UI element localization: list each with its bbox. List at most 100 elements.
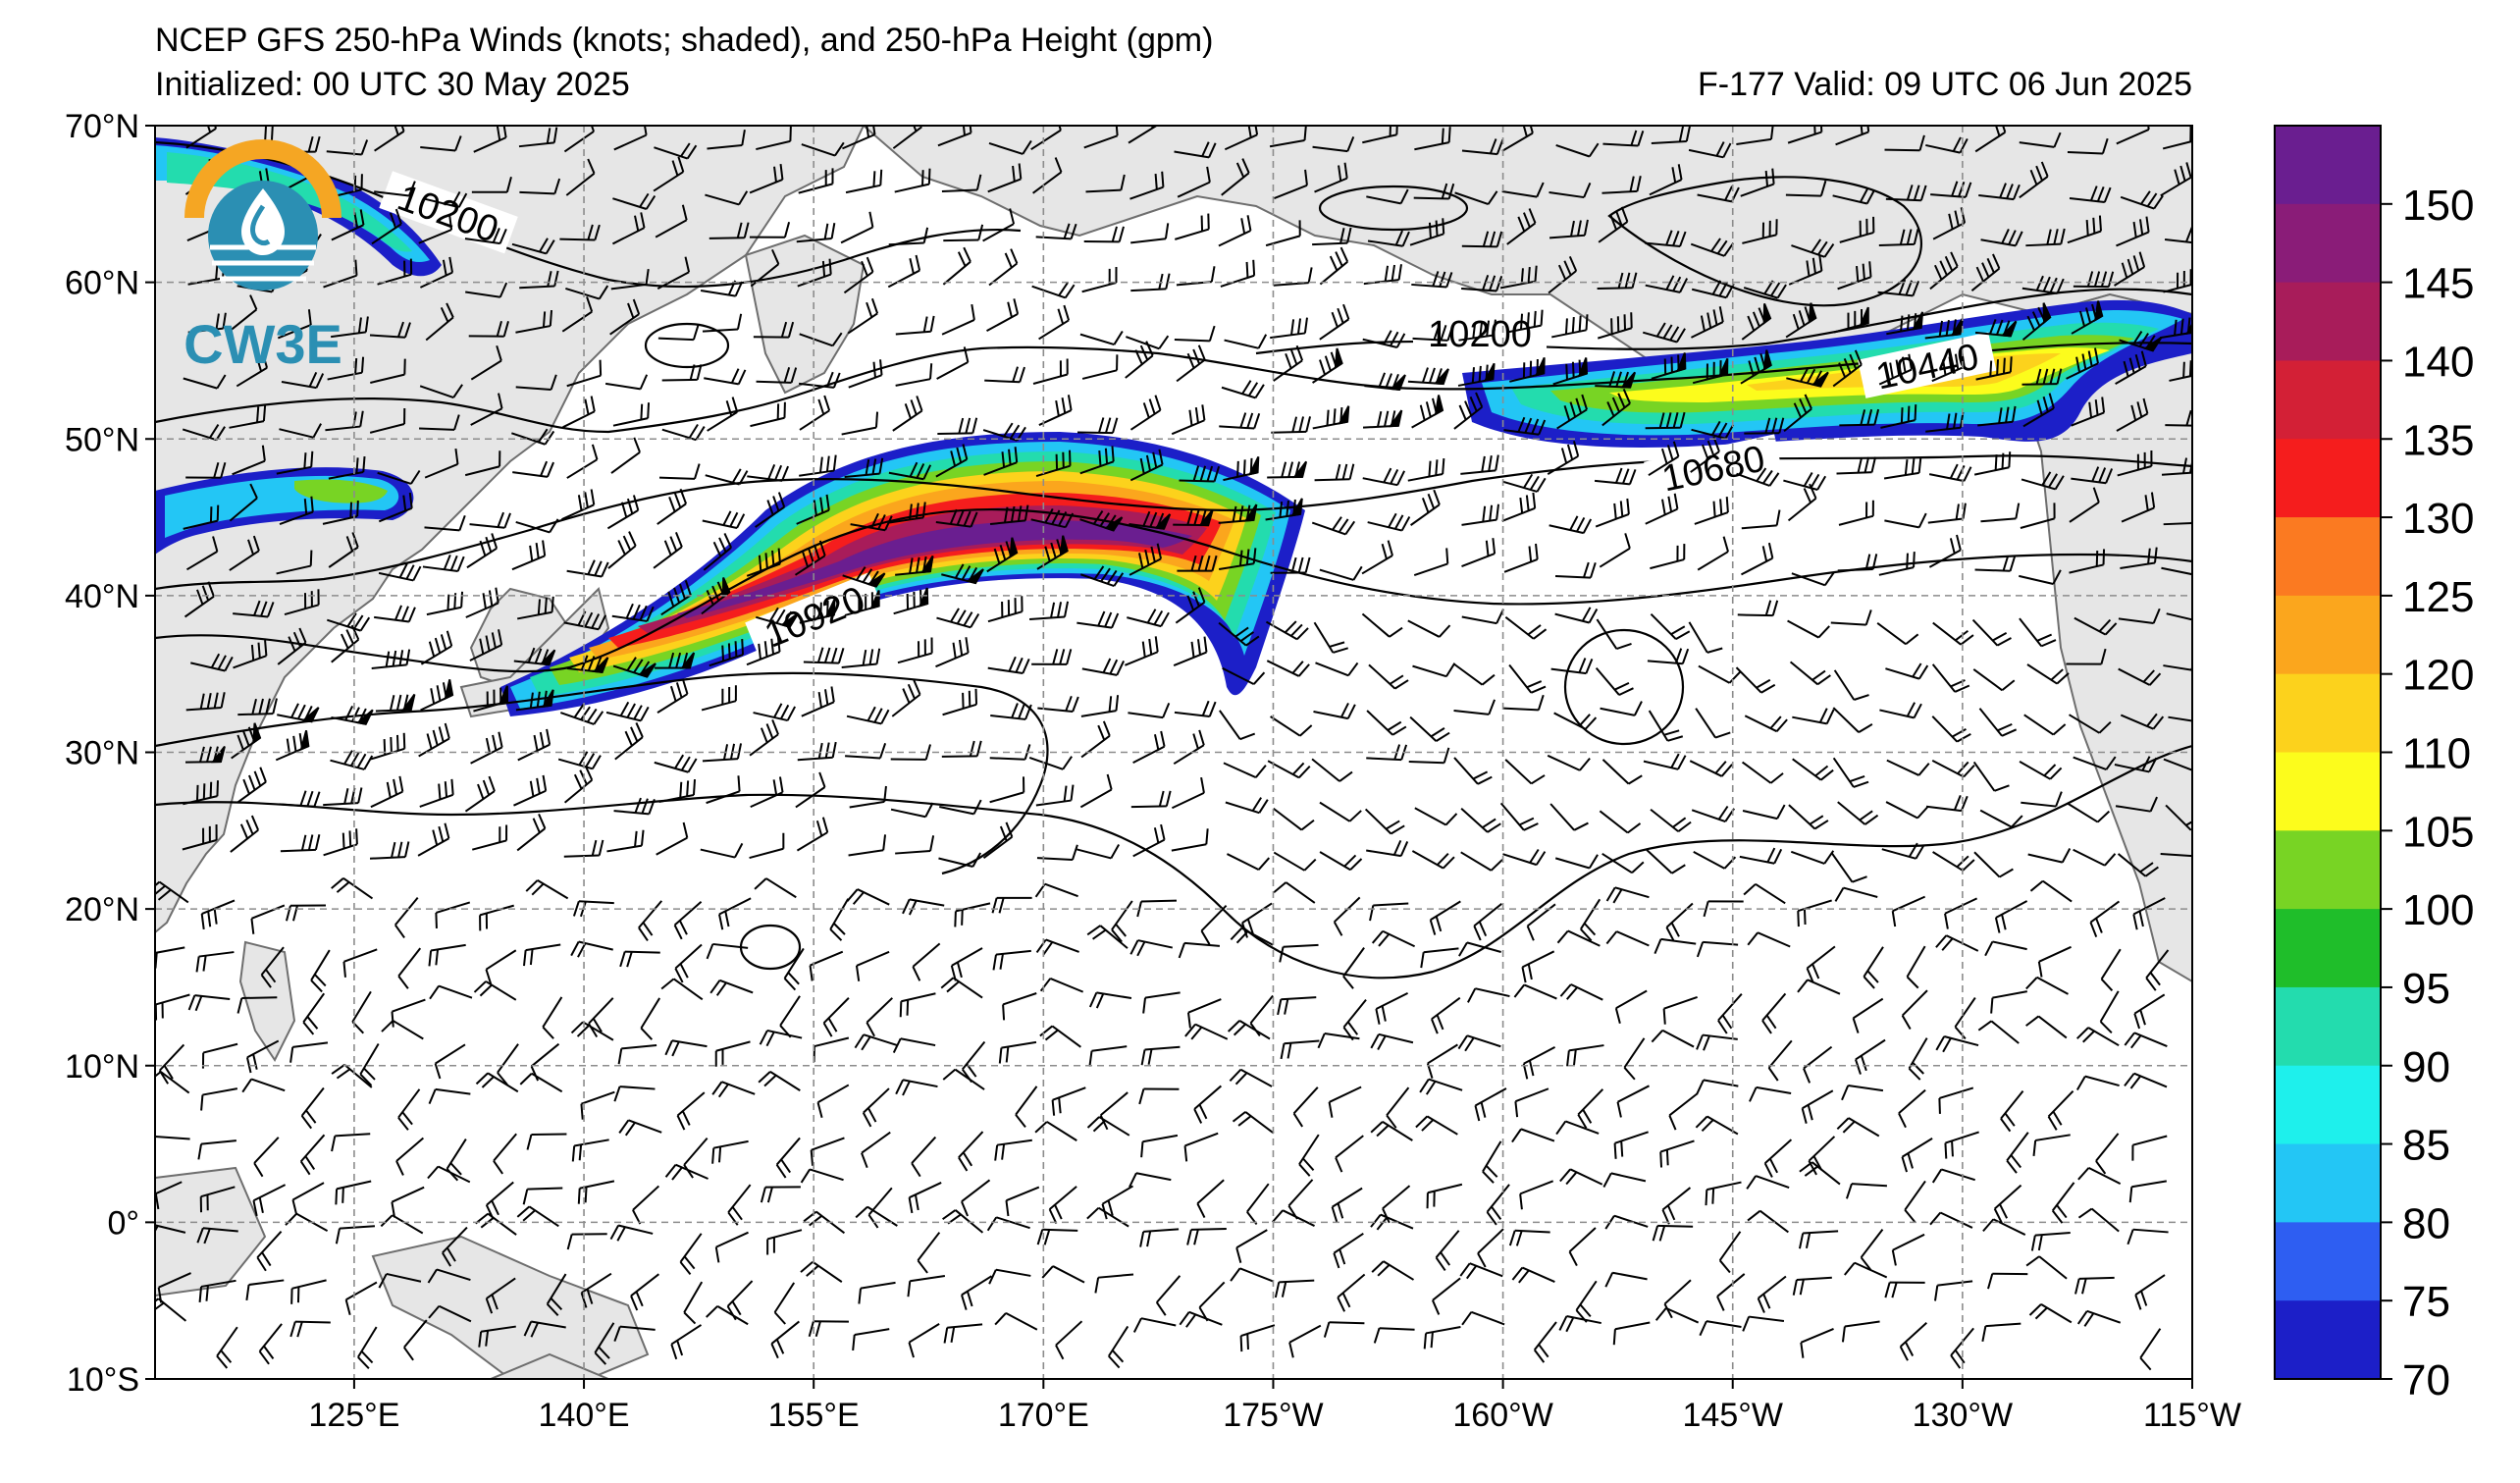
wind-barb-feather	[1238, 550, 1243, 566]
wind-barb-feather	[1064, 284, 1076, 298]
wind-barb-feather	[1371, 930, 1384, 944]
wind-barb-feather	[1304, 556, 1311, 573]
wind-barb-feather	[586, 296, 594, 312]
wind-barb-feather	[1339, 1248, 1346, 1265]
wind-barb	[2038, 945, 2072, 963]
wind-barb-feather	[1210, 266, 1216, 283]
wind-barb-feather	[1197, 344, 1206, 360]
wind-barb-feather	[262, 405, 267, 422]
wind-barb-feather	[1203, 636, 1208, 653]
wind-barb-feather	[1129, 1172, 1137, 1189]
wind-barb-feather	[1017, 505, 1023, 522]
wind-barb-feather	[1495, 454, 1499, 471]
wind-barb-feather	[357, 1356, 370, 1370]
wind-barb	[849, 800, 885, 809]
wind-barb-feather	[1627, 822, 1642, 834]
wind-barb	[1076, 848, 1112, 860]
wind-barb-feather	[1383, 467, 1392, 483]
wind-barb-feather	[2056, 672, 2070, 685]
wind-barb-feather	[1230, 927, 1243, 940]
wind-barb-feather	[2153, 194, 2164, 210]
wind-barb-feather	[1913, 313, 1917, 330]
wind-barb-feather	[956, 509, 965, 526]
wind-barb-feather	[1158, 790, 1165, 807]
wind-barb	[1271, 430, 1307, 434]
wind-barb-feather	[345, 629, 354, 645]
wind-barb	[2020, 517, 2055, 529]
wind-barb	[1839, 423, 1875, 427]
wind-barb-feather	[1767, 1067, 1779, 1082]
wind-barb-feather	[1395, 333, 1406, 348]
wind-barb-feather	[645, 268, 650, 286]
wind-barb-feather	[1273, 881, 1287, 893]
wind-barb-feather	[1280, 1043, 1286, 1060]
wind-barb	[1800, 1328, 1834, 1344]
wind-barb-feather	[626, 703, 636, 718]
wind-barb-feather	[1989, 319, 1997, 335]
wind-barb	[1833, 669, 1856, 701]
wind-barb-feather	[1249, 457, 1253, 474]
wind-barb-feather	[1666, 445, 1674, 461]
wind-barb-feather	[2139, 1356, 2152, 1371]
wind-barb-feather	[195, 784, 199, 801]
wind-barb	[1079, 333, 1115, 346]
wind-barb	[1992, 990, 2027, 999]
wind-barb-feather	[378, 1273, 388, 1289]
wind-barb-feather	[1580, 927, 1593, 942]
wind-barb-feather	[1382, 1207, 1391, 1224]
wind-barb-feather	[1761, 1020, 1772, 1034]
wind-barb-feather	[394, 126, 399, 135]
wind-barb-feather	[924, 744, 931, 761]
wind-barb-feather	[542, 1026, 554, 1039]
wind-barb-feather	[584, 1187, 588, 1203]
wind-barb	[1665, 1306, 1700, 1324]
wind-barb	[250, 1078, 286, 1092]
wind-barb	[1366, 195, 1401, 205]
wind-barb-feather	[1588, 609, 1599, 623]
wind-barb-feather	[1290, 319, 1295, 336]
jet-shading-northwest	[155, 137, 442, 277]
wind-barb-feather	[768, 607, 779, 622]
wind-barb-feather	[780, 321, 788, 338]
wind-barb-feather	[916, 463, 925, 479]
wind-barb-feather	[1106, 514, 1117, 529]
wind-barb-feather	[1305, 416, 1312, 433]
wind-barb	[1501, 189, 1538, 198]
wind-barb-feather	[1292, 499, 1296, 516]
wind-barb-feather	[1281, 1281, 1287, 1298]
wind-barb-feather	[2088, 401, 2093, 418]
wind-barb-feather	[783, 978, 797, 991]
wind-barb-feather	[640, 706, 650, 721]
wind-barb	[809, 1168, 844, 1182]
wind-barb-feather	[2104, 622, 2118, 636]
wind-barb	[1504, 759, 1533, 785]
wind-barb-feather	[1337, 307, 1344, 324]
wind-barb-feather	[207, 581, 215, 598]
wind-barb-feather	[1445, 662, 1456, 677]
wind-barb-feather	[1614, 1007, 1621, 1024]
wind-barb-flag	[1483, 362, 1496, 383]
wind-barb-feather	[902, 898, 911, 915]
wind-barb	[657, 337, 694, 342]
wind-barb-feather	[2094, 399, 2099, 416]
wind-barb-feather	[634, 830, 638, 847]
wind-barb-feather	[1665, 275, 1675, 291]
wind-barb-feather	[303, 499, 308, 515]
wind-barb-feather	[1291, 416, 1298, 433]
wind-barb-feather	[252, 1053, 258, 1070]
wind-barb-feather	[729, 511, 739, 527]
wind-barb-feather	[1761, 546, 1768, 562]
wind-barb-feather	[1798, 310, 1806, 326]
wind-barb-feather	[2149, 972, 2161, 986]
wind-barb-feather	[1524, 417, 1533, 434]
wind-barb-feather	[1496, 138, 1504, 155]
wind-barb-feather	[724, 911, 730, 927]
wind-barb	[1944, 897, 1978, 915]
wind-barb-feather	[1578, 714, 1591, 727]
wind-barb-feather	[2002, 555, 2010, 571]
wind-barb-feather	[336, 1068, 351, 1080]
wind-barb-feather	[1913, 703, 1922, 718]
wind-barb-feather	[452, 384, 463, 398]
wind-barb	[542, 996, 563, 1028]
wind-barb-feather	[975, 174, 982, 190]
